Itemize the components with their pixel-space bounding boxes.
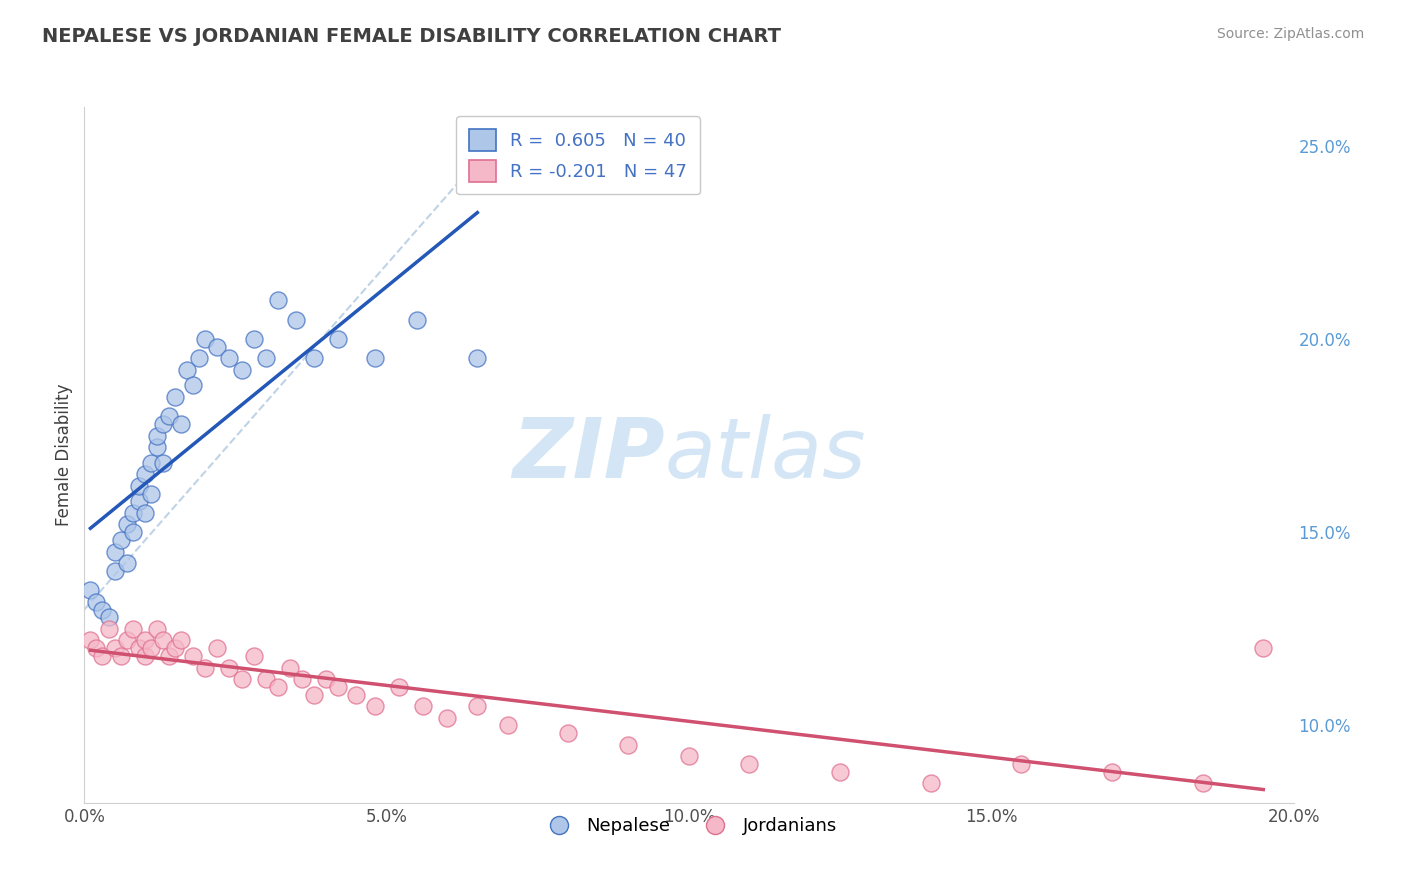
Y-axis label: Female Disability: Female Disability — [55, 384, 73, 526]
Point — [412, 699, 434, 714]
Point — [86, 595, 108, 609]
Point — [79, 633, 101, 648]
Point — [128, 494, 150, 508]
Point — [218, 660, 240, 674]
Point — [134, 648, 156, 663]
Point — [467, 351, 489, 366]
Point — [328, 332, 350, 346]
Point — [194, 660, 217, 674]
Point — [436, 711, 458, 725]
Point — [738, 757, 761, 772]
Point — [181, 378, 204, 392]
Point — [170, 417, 193, 431]
Point — [242, 332, 264, 346]
Point — [194, 332, 217, 346]
Point — [121, 525, 143, 540]
Point — [146, 622, 169, 636]
Point — [254, 672, 277, 686]
Legend: Nepalese, Jordanians: Nepalese, Jordanians — [534, 810, 844, 842]
Point — [139, 641, 162, 656]
Point — [267, 680, 290, 694]
Point — [79, 583, 101, 598]
Point — [152, 417, 174, 431]
Point — [207, 641, 229, 656]
Point — [139, 456, 162, 470]
Point — [139, 486, 162, 500]
Point — [110, 648, 132, 663]
Point — [121, 506, 143, 520]
Point — [188, 351, 211, 366]
Text: NEPALESE VS JORDANIAN FEMALE DISABILITY CORRELATION CHART: NEPALESE VS JORDANIAN FEMALE DISABILITY … — [42, 27, 782, 45]
Point — [406, 312, 429, 326]
Point — [231, 363, 253, 377]
Point — [152, 456, 174, 470]
Point — [267, 293, 290, 308]
Point — [146, 428, 169, 442]
Point — [104, 564, 127, 578]
Point — [170, 633, 193, 648]
Point — [346, 688, 368, 702]
Point — [110, 533, 132, 547]
Point — [1011, 757, 1033, 772]
Point — [207, 340, 229, 354]
Point — [91, 648, 114, 663]
Point — [104, 544, 127, 558]
Point — [128, 641, 150, 656]
Point — [218, 351, 240, 366]
Point — [242, 648, 264, 663]
Point — [115, 517, 138, 532]
Point — [134, 506, 156, 520]
Point — [830, 764, 852, 779]
Point — [467, 699, 489, 714]
Point — [388, 680, 411, 694]
Point — [115, 633, 138, 648]
Point — [128, 479, 150, 493]
Text: atlas: atlas — [665, 415, 866, 495]
Point — [617, 738, 640, 752]
Point — [363, 351, 385, 366]
Point — [97, 622, 120, 636]
Point — [291, 672, 314, 686]
Point — [1253, 641, 1275, 656]
Point — [315, 672, 337, 686]
Point — [152, 633, 174, 648]
Point — [157, 409, 180, 424]
Point — [97, 610, 120, 624]
Point — [157, 648, 180, 663]
Point — [278, 660, 301, 674]
Point — [134, 633, 156, 648]
Point — [254, 351, 277, 366]
Point — [302, 688, 325, 702]
Point — [363, 699, 385, 714]
Point — [557, 726, 579, 740]
Point — [1101, 764, 1123, 779]
Point — [678, 749, 700, 764]
Point — [86, 641, 108, 656]
Text: Source: ZipAtlas.com: Source: ZipAtlas.com — [1216, 27, 1364, 41]
Point — [496, 718, 519, 732]
Point — [115, 556, 138, 570]
Point — [328, 680, 350, 694]
Point — [285, 312, 308, 326]
Point — [134, 467, 156, 482]
Point — [181, 648, 204, 663]
Point — [146, 440, 169, 454]
Text: ZIP: ZIP — [512, 415, 665, 495]
Point — [231, 672, 253, 686]
Point — [91, 602, 114, 616]
Point — [121, 622, 143, 636]
Point — [165, 641, 187, 656]
Point — [104, 641, 127, 656]
Point — [920, 776, 942, 790]
Point — [176, 363, 198, 377]
Point — [302, 351, 325, 366]
Point — [165, 390, 187, 404]
Point — [1192, 776, 1215, 790]
